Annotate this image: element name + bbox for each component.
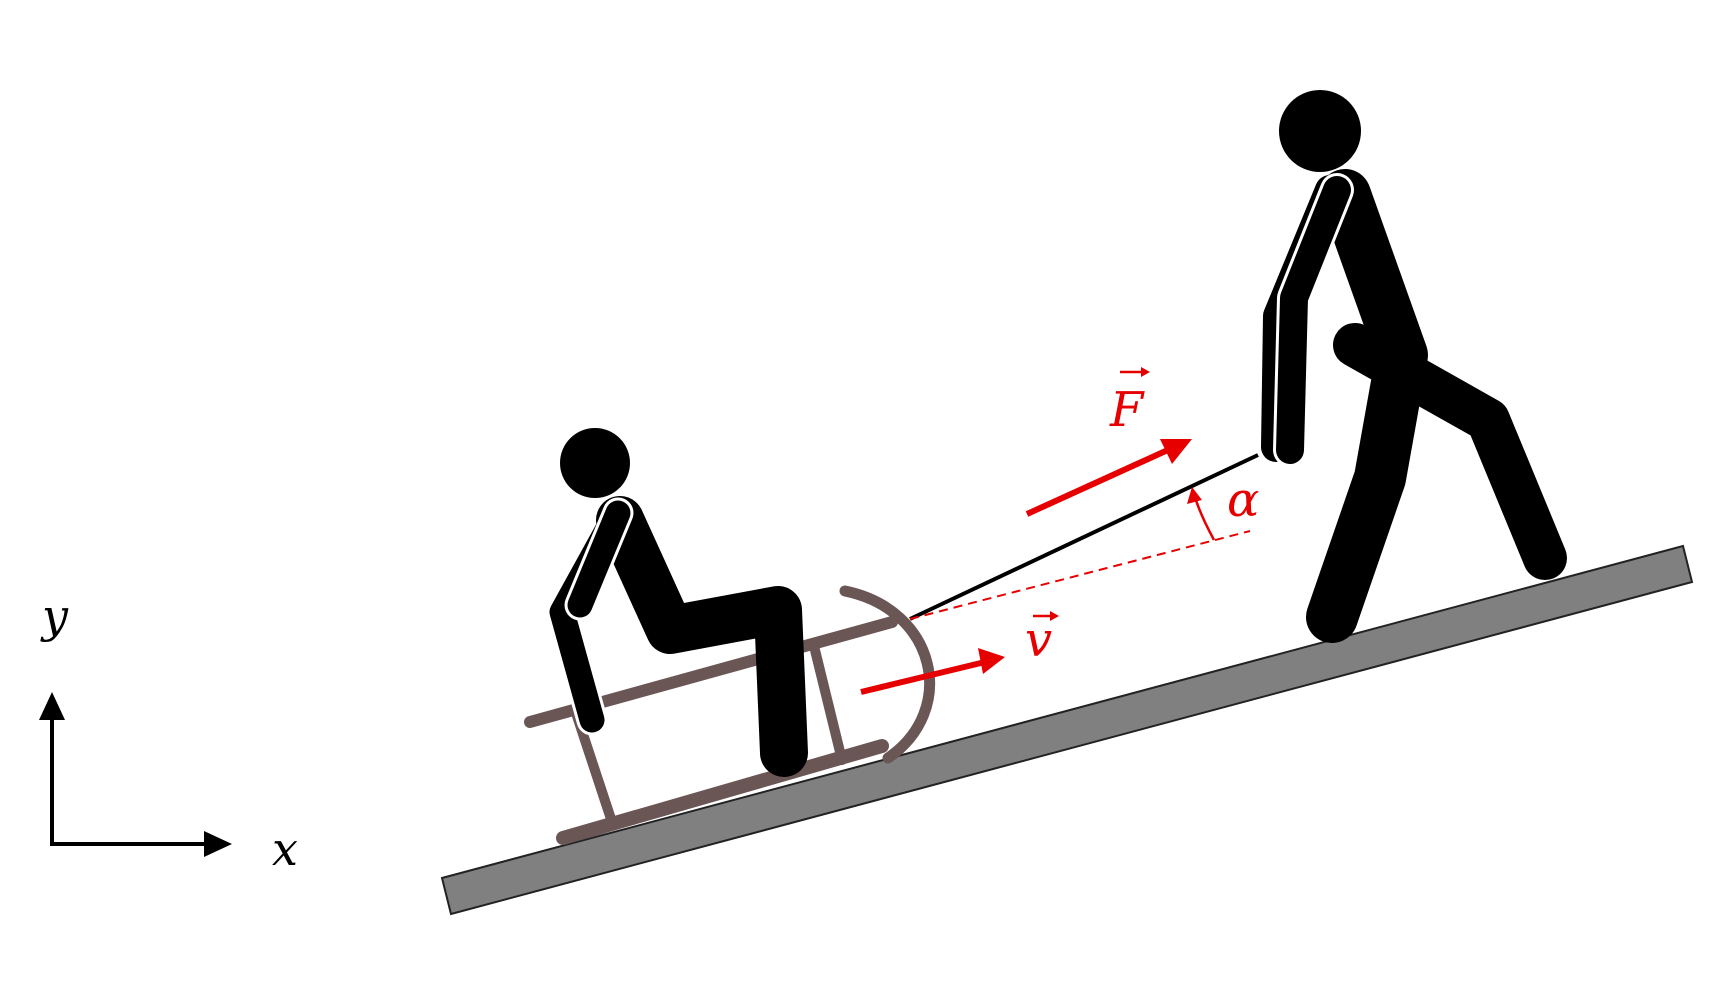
adult-front-arm-fill <box>1276 176 1351 464</box>
force-vector: F <box>1025 367 1192 517</box>
force-arrow-shaft <box>1025 446 1172 517</box>
sled-leg-rear <box>572 711 617 827</box>
angle-marker: α <box>1187 472 1259 541</box>
velocity-arrowhead <box>978 648 1005 674</box>
y-axis-label: y <box>40 589 69 643</box>
force-label: F <box>1109 382 1145 438</box>
sled-leg-front <box>809 641 847 765</box>
force-label-arrow-head <box>1141 367 1150 377</box>
angle-arc <box>1193 496 1216 541</box>
incline-reference-dashed <box>909 530 1251 620</box>
sled-curved-front <box>839 585 936 764</box>
seated-child <box>546 428 808 777</box>
coordinate-axes: y x <box>39 589 298 876</box>
child-head <box>560 428 630 498</box>
adult-head <box>1279 90 1361 172</box>
angle-arc-arrowhead <box>1187 487 1202 504</box>
angle-label: α <box>1227 472 1259 528</box>
inclined-ground <box>440 544 1694 916</box>
x-axis-label: x <box>272 822 298 876</box>
velocity-arrow-shaft <box>860 659 986 695</box>
child-front-arm-fill <box>567 500 631 618</box>
y-axis-arrowhead <box>39 692 65 720</box>
force-arrowhead <box>1160 439 1192 464</box>
velocity-label: v <box>1025 612 1052 668</box>
velocity-label-arrow-head <box>1050 611 1059 621</box>
x-axis-arrowhead <box>204 831 232 857</box>
adult-torso-front-leg <box>1306 169 1428 643</box>
child-torso-leg <box>596 496 808 777</box>
rope <box>909 453 1259 621</box>
pulling-adult <box>1258 90 1567 643</box>
velocity-vector: v <box>860 611 1059 695</box>
